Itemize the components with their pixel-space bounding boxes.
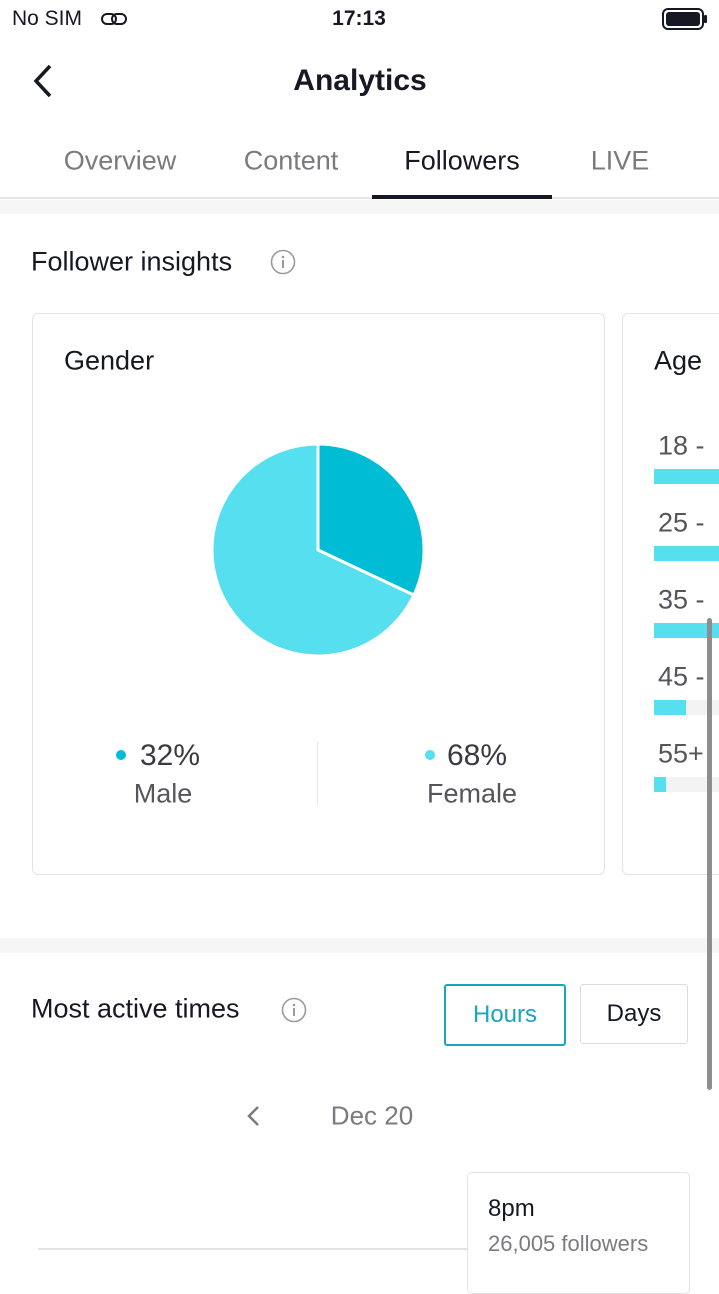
card-title: Age — [654, 345, 703, 376]
carrier: No SIM — [12, 7, 83, 30]
age-label: 18 - — [658, 430, 705, 461]
tooltip-followers: 26,005 followers — [488, 1231, 649, 1256]
tooltip — [467, 1172, 690, 1294]
section-title: Most active times — [31, 993, 240, 1024]
pie-slice — [316, 442, 426, 598]
divider — [0, 197, 719, 199]
battery — [662, 8, 707, 30]
section-gap — [0, 200, 719, 214]
value-label: 32% — [140, 739, 201, 772]
link-icon — [101, 13, 127, 25]
back-button[interactable] — [28, 62, 58, 100]
days-button[interactable]: Days — [580, 984, 688, 1044]
divider — [317, 742, 318, 805]
hours-button[interactable]: Hours — [444, 984, 566, 1046]
value-label: 68% — [447, 739, 508, 772]
section-gap — [0, 938, 719, 953]
age-label: 35 - — [658, 584, 705, 615]
tooltip-time: 8pm — [488, 1195, 535, 1222]
scrollbar — [707, 618, 712, 1090]
age-card — [622, 313, 719, 875]
age-bar — [654, 623, 719, 638]
pie-chart — [210, 442, 426, 658]
age-label: 45 - — [658, 661, 705, 692]
legend-dot — [116, 750, 126, 760]
age-bar-track — [654, 777, 719, 792]
age-bar — [654, 469, 719, 484]
chart-line — [38, 1248, 468, 1250]
age-bar — [654, 777, 666, 792]
legend-dot — [425, 750, 435, 760]
age-label: 55+ — [658, 738, 704, 769]
age-bar — [654, 546, 719, 561]
tab[interactable]: LIVE — [590, 145, 650, 176]
legend-label: Female — [426, 778, 518, 809]
tab[interactable]: Content — [243, 145, 339, 176]
age-label: 25 - — [658, 507, 705, 538]
clock: 17:13 — [332, 7, 386, 30]
tab[interactable]: Overview — [63, 145, 177, 176]
legend-label: Male — [133, 778, 193, 809]
prev-button[interactable] — [244, 1104, 262, 1128]
date-label: Dec 20 — [330, 1100, 414, 1131]
age-bar — [654, 700, 686, 715]
card-title: Gender — [64, 345, 155, 376]
info-icon[interactable] — [281, 997, 307, 1023]
gender-card — [32, 313, 605, 875]
tab-active[interactable]: Followers — [404, 145, 520, 176]
page-title: Analytics — [293, 64, 427, 97]
pie-slice — [210, 442, 416, 658]
section-title: Follower insights — [31, 246, 233, 277]
tab-underline — [372, 195, 552, 199]
info-icon[interactable] — [270, 249, 296, 275]
